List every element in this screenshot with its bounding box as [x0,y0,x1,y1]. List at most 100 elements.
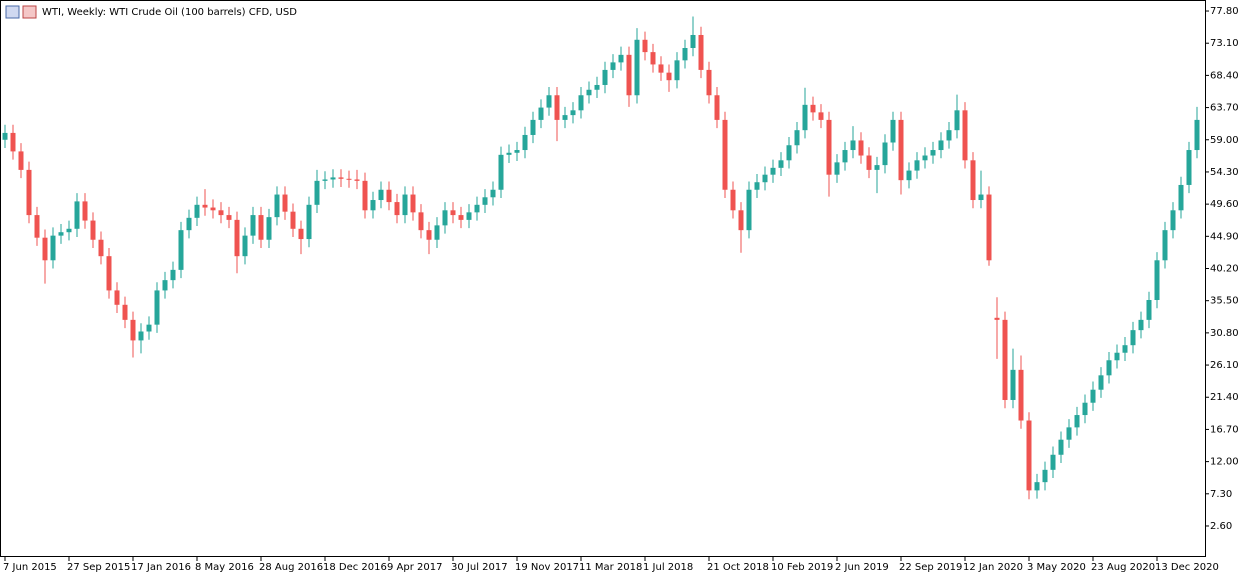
candle-body [682,48,688,61]
y-tick-label: 26.10 [1210,360,1239,371]
y-tick-label: 12.00 [1210,457,1239,468]
candle-body [530,119,536,135]
candle-body [778,160,784,168]
y-tick-label: 77.80 [1210,6,1239,17]
candle-body [754,182,760,190]
candle-body [874,165,880,170]
candle-body [506,152,512,155]
candle-body [378,189,384,201]
candle-body [162,280,168,291]
plot-frame [0,0,1206,557]
candle-body [458,215,464,220]
candle-body [442,210,448,226]
candle-body [418,212,424,231]
candle-body [114,290,120,305]
candle-body [210,207,216,211]
candle-body [194,204,200,218]
candle-body [962,110,968,161]
x-tick-label: 10 Feb 2019 [771,562,833,573]
candle-body [610,62,616,70]
candle-body [410,194,416,213]
candle-body [690,34,696,49]
candle-body [594,84,600,90]
y-tick-label: 73.10 [1210,38,1239,49]
candle-body [66,228,72,233]
y-tick-label: 35.50 [1210,296,1239,307]
candle-body [794,130,800,146]
y-tick-label: 54.30 [1210,167,1239,178]
candle-body [658,64,664,73]
candle-body [978,194,984,201]
candle-body [26,169,32,216]
candle-body [426,230,432,240]
candle-body [538,107,544,120]
x-tick-label: 8 May 2016 [195,562,254,573]
candle-body [514,150,520,153]
candle-body [890,119,896,143]
candle-body [242,235,248,257]
candle-body [1042,469,1048,483]
candle-body [474,204,480,213]
candle-body [258,215,264,240]
x-tick-label: 19 Nov 2017 [515,562,579,573]
candle-body [138,331,144,341]
candle-body [1146,300,1152,320]
candle-body [1082,402,1088,416]
candle-body [290,211,296,229]
candle-body [1130,330,1136,346]
candle-body [234,219,240,257]
candle-body [858,140,864,156]
y-tick-label: 7.30 [1210,489,1232,500]
x-tick-label: 11 Mar 2018 [579,562,642,573]
candle-body [634,39,640,96]
y-tick-label: 16.70 [1210,424,1239,435]
candle-body [786,145,792,161]
candle-body [450,210,456,216]
candle-body [18,151,24,170]
candle-body [370,200,376,211]
candle-body [218,210,224,216]
x-tick-label: 18 Dec 2016 [323,562,387,573]
candle-body [362,180,368,211]
x-tick-label: 9 Apr 2017 [387,562,442,573]
x-tick-label: 21 Oct 2018 [707,562,769,573]
candle-body [1066,427,1072,440]
candle-body [354,179,360,181]
y-tick-label: 63.70 [1210,103,1239,114]
candle-body [338,177,344,179]
candle-body [1194,119,1200,151]
candle-body [1026,420,1032,491]
chart-title: WTI, Weekly: WTI Crude Oil (100 barrels)… [42,7,297,18]
y-tick-label: 59.00 [1210,135,1239,146]
candle-body [250,215,256,236]
candle-body [1138,319,1144,331]
candle-body [626,54,632,96]
candle-body [762,174,768,183]
candle-body [466,212,472,220]
candle-body [1034,482,1040,491]
y-tick-label: 44.90 [1210,231,1239,242]
candle-body [34,215,40,238]
candle-body [954,110,960,131]
candle-body [186,217,192,231]
candle-body [74,201,80,229]
x-tick-label: 12 Jan 2020 [963,562,1023,573]
candle-body [602,69,608,85]
candle-body [330,177,336,180]
candle-body [386,189,392,203]
candle-body [274,194,280,218]
x-tick-label: 1 Jul 2018 [643,562,693,573]
candle-body [1002,319,1008,400]
candle-body [1122,345,1128,353]
candle-body [1154,260,1160,301]
candle-body [562,115,568,120]
candle-body [434,225,440,240]
candle-body [202,204,208,208]
candle-body [154,290,160,325]
candle-body [298,228,304,240]
candle-body [898,119,904,181]
candle-body [170,269,176,281]
candle-body [50,235,56,261]
candle-body [818,112,824,120]
